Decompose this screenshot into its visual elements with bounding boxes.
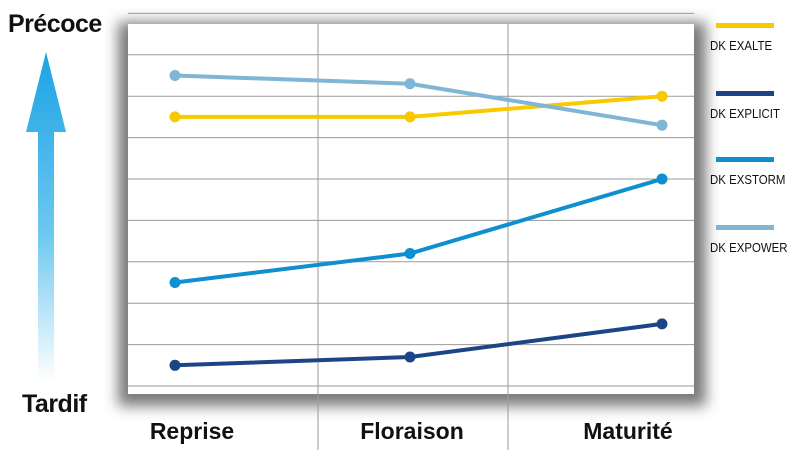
data-point — [169, 70, 181, 81]
x-tick-label: Maturité — [583, 418, 673, 444]
legend-label: DK EXSTORM — [710, 172, 786, 187]
legend: DK EXALTE DK EXPLICIT DK EXSTORM DK EXPOWER — [710, 0, 810, 450]
legend-item: DK EXPLICIT — [710, 91, 789, 121]
gridlines — [128, 12, 694, 450]
data-point — [404, 248, 416, 260]
legend-item: DK EXALTE — [710, 23, 781, 53]
x-tick-label: Reprise — [149, 418, 235, 444]
data-point — [404, 351, 416, 363]
arrow-up-icon — [26, 52, 66, 382]
scale-bottom-label: Tardif — [22, 390, 87, 418]
data-point — [169, 111, 181, 123]
legend-label: DK EXPOWER — [710, 240, 788, 255]
legend-item: DK EXSTORM — [710, 157, 796, 187]
data-point — [169, 359, 181, 371]
legend-swatch — [716, 225, 774, 230]
legend-label: DK EXPLICIT — [710, 106, 780, 121]
series-0 — [169, 90, 668, 123]
scale-top-label: Précoce — [8, 10, 102, 38]
legend-swatch — [716, 91, 774, 96]
legend-swatch — [716, 23, 774, 28]
series-2 — [169, 173, 668, 288]
data-point — [656, 119, 668, 131]
series-3 — [169, 70, 668, 131]
data-point — [404, 111, 416, 123]
legend-label: DK EXALTE — [710, 38, 773, 53]
legend-item: DK EXPOWER — [710, 225, 798, 255]
series-1 — [169, 318, 668, 371]
data-point — [656, 318, 668, 330]
legend-swatch — [716, 157, 774, 162]
data-point — [656, 90, 668, 102]
data-point — [169, 277, 181, 288]
series-group — [169, 70, 668, 371]
data-point — [404, 78, 416, 90]
x-tick-label: Floraison — [360, 418, 464, 444]
data-point — [656, 173, 668, 185]
